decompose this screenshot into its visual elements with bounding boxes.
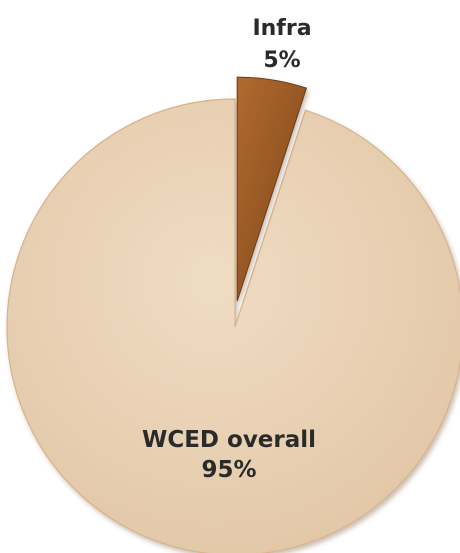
slice-label-infra: Infra (252, 16, 311, 41)
pie-slice-wced-overall (6, 98, 460, 553)
slice-value-wced-overall: 95% (201, 457, 256, 483)
pie-slice-infra (236, 76, 308, 302)
slice-label-wced-overall: WCED overall (142, 427, 316, 453)
slice-value-infra: 5% (263, 48, 300, 73)
